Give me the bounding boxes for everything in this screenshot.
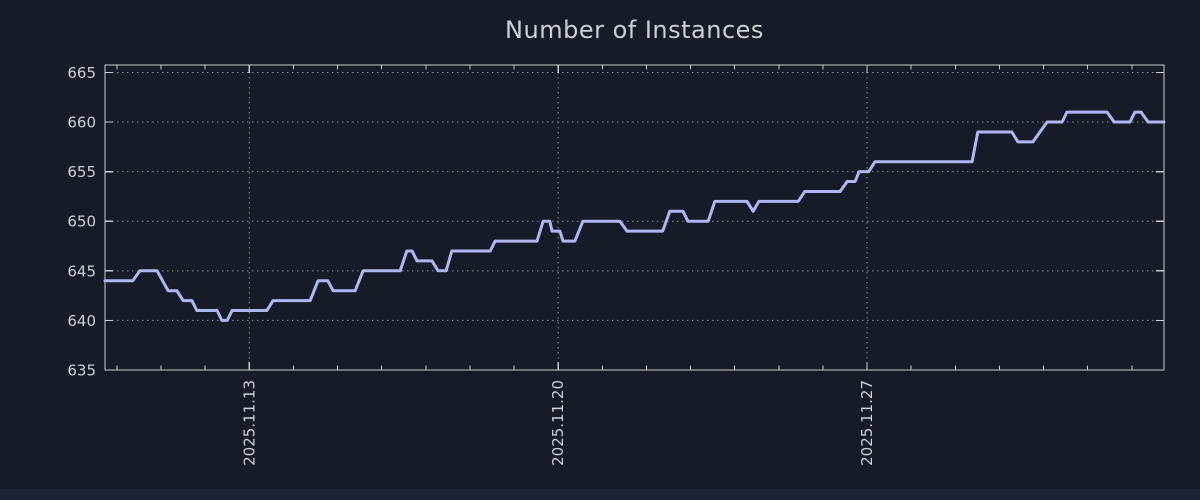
y-tick-label: 650 xyxy=(67,213,96,231)
y-tick-label: 655 xyxy=(67,163,96,181)
plot-border xyxy=(104,64,1165,371)
y-tick-label: 635 xyxy=(67,362,96,380)
x-tick-label: 2025.11.20 xyxy=(549,380,567,466)
x-tick-label: 2025.11.13 xyxy=(240,380,258,466)
chart-title: Number of Instances xyxy=(505,16,764,44)
y-tick-label: 640 xyxy=(67,312,96,330)
y-tick-label: 660 xyxy=(67,114,96,132)
bottom-bar xyxy=(0,489,1200,500)
y-tick-label: 665 xyxy=(67,64,96,82)
series-line-instances xyxy=(103,110,1166,322)
x-tick-label: 2025.11.27 xyxy=(858,380,876,466)
y-tick-label: 645 xyxy=(67,262,96,280)
